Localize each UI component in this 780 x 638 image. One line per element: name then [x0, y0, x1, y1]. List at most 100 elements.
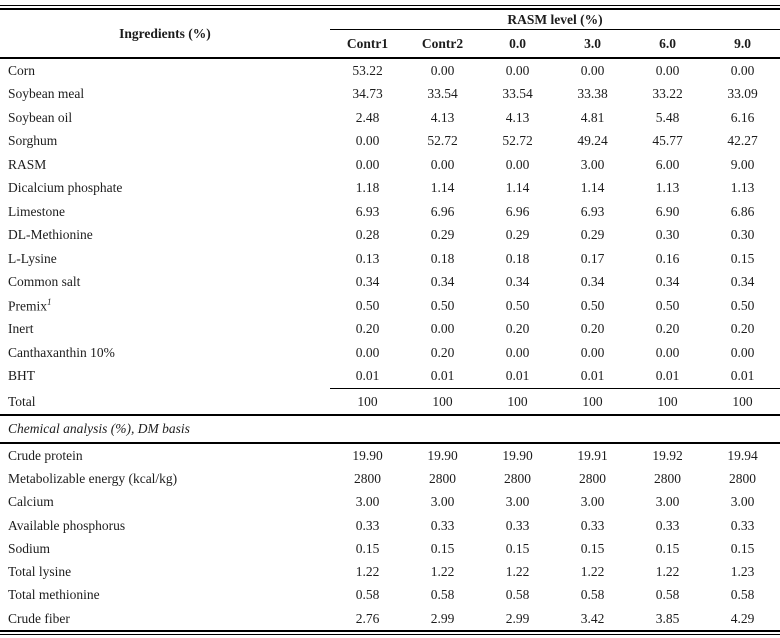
cell-value: 33.38	[577, 86, 608, 102]
ingredient-label: Soybean oil	[8, 109, 73, 125]
cell-value: 0.15	[730, 250, 755, 266]
ingredient-label: RASM	[8, 156, 47, 172]
cell-value: 49.24	[577, 133, 608, 149]
cell-value: 0.00	[430, 321, 455, 337]
row-values: 34.73 33.54 33.54 33.38 33.22 33.09	[330, 83, 780, 107]
table-row: Calcium 3.00 3.00 3.00 3.00 3.00 3.00	[0, 491, 780, 514]
row-values: 0.58 0.58 0.58 0.58 0.58 0.58	[330, 584, 780, 607]
cell-value: 33.54	[502, 86, 533, 102]
table-row: Limestone 6.93 6.96 6.96 6.93 6.90 6.86	[0, 200, 780, 224]
row-values: 2.76 2.99 2.99 3.42 3.85 4.29	[330, 607, 780, 630]
cell-value: 0.00	[730, 62, 755, 78]
cell-value: 1.14	[580, 180, 605, 196]
analysis-label: Metabolizable energy (kcal/kg)	[8, 470, 178, 486]
table-row: Inert 0.20 0.00 0.20 0.20 0.20 0.20	[0, 318, 780, 342]
row-values: 0.13 0.18 0.18 0.17 0.16 0.15	[330, 247, 780, 271]
sub-header-row: Contr1 Contr2 0.0 3.0 6.0 9.0	[330, 30, 780, 57]
cell-value: 0.20	[355, 321, 380, 337]
analysis-label: Crude protein	[8, 447, 83, 463]
cell-value: 0.50	[730, 297, 755, 313]
table-row: Dicalcium phosphate 1.18 1.14 1.14 1.14 …	[0, 177, 780, 201]
ingredient-label: L-Lysine	[8, 250, 57, 266]
ingredient-label: Limestone	[8, 203, 65, 219]
ingredient-label: Canthaxanthin 10%	[8, 344, 115, 360]
cell-value: 19.91	[577, 447, 608, 463]
row-values: 0.00 0.00 0.00 3.00 6.00 9.00	[330, 153, 780, 177]
cell-value: 4.81	[580, 109, 605, 125]
cell-value: 42.27	[727, 133, 758, 149]
cell-value: 6.93	[355, 203, 380, 219]
bottom-rule-thick	[0, 630, 780, 633]
ingredient-label: DL-Methionine	[8, 227, 93, 243]
cell-value: 5.48	[655, 109, 680, 125]
cell-value: 0.01	[655, 368, 680, 384]
cell-value: 100	[432, 393, 453, 409]
cell-value: 0.00	[430, 62, 455, 78]
cell-value: 0.33	[730, 517, 755, 533]
cell-value: 2800	[354, 470, 381, 486]
cell-value: 0.29	[430, 227, 455, 243]
cell-value: 3.42	[580, 610, 605, 626]
cell-value: 0.58	[730, 587, 755, 603]
cell-value: 0.34	[430, 274, 455, 290]
cell-value: 6.96	[505, 203, 530, 219]
table-row: BHT 0.01 0.01 0.01 0.01 0.01 0.01	[0, 365, 780, 389]
table-row: Common salt 0.34 0.34 0.34 0.34 0.34 0.3…	[0, 271, 780, 295]
cell-value: 4.29	[730, 610, 755, 626]
row-values: 0.20 0.00 0.20 0.20 0.20 0.20	[330, 318, 780, 342]
cell-value: 1.22	[355, 564, 380, 580]
cell-value: 3.00	[580, 156, 605, 172]
cell-value: 4.13	[505, 109, 530, 125]
cell-value: 0.20	[730, 321, 755, 337]
cell-value: 100	[582, 393, 603, 409]
cell-value: 6.93	[580, 203, 605, 219]
cell-value: 3.00	[430, 494, 455, 510]
section-header-row: Chemical analysis (%), DM basis	[0, 416, 780, 442]
total-label: Total	[8, 393, 36, 409]
cell-value: 1.13	[730, 180, 755, 196]
pre-total-partial-rule	[330, 388, 780, 389]
ingredient-label: Common salt	[8, 274, 81, 290]
row-values: 0.34 0.34 0.34 0.34 0.34 0.34	[330, 271, 780, 295]
row-values: 0.00 52.72 52.72 49.24 45.77 42.27	[330, 130, 780, 154]
cell-value: 0.00	[730, 344, 755, 360]
cell-value: 2.99	[430, 610, 455, 626]
ingredients-column-header: Ingredients (%)	[119, 25, 211, 41]
row-values: 0.00 0.20 0.00 0.00 0.00 0.00	[330, 341, 780, 365]
cell-value: 0.00	[505, 344, 530, 360]
table-row: Premix1 0.50 0.50 0.50 0.50 0.50 0.50	[0, 294, 780, 318]
cell-value: 0.00	[505, 156, 530, 172]
cell-value: 0.33	[505, 517, 530, 533]
ingredient-label: Sorghum	[8, 133, 58, 149]
cell-value: 52.72	[427, 133, 458, 149]
cell-value: 0.29	[505, 227, 530, 243]
table-row: Sorghum 0.00 52.72 52.72 49.24 45.77 42.…	[0, 130, 780, 154]
table-row: Soybean meal 34.73 33.54 33.54 33.38 33.…	[0, 83, 780, 107]
cell-value: 33.54	[427, 86, 458, 102]
cell-value: 0.18	[505, 250, 530, 266]
cell-value: 19.92	[652, 447, 683, 463]
analysis-label: Crude fiber	[8, 610, 70, 626]
cell-value: 52.72	[502, 133, 533, 149]
cell-value: 0.00	[580, 62, 605, 78]
ingredient-label: Corn	[8, 62, 35, 78]
cell-value: 0.50	[505, 297, 530, 313]
cell-value: 0.58	[580, 587, 605, 603]
cell-value: 19.94	[727, 447, 758, 463]
row-values: 3.00 3.00 3.00 3.00 3.00 3.00	[330, 491, 780, 514]
cell-value: 0.58	[355, 587, 380, 603]
cell-value: 2800	[729, 470, 756, 486]
cell-value: 0.33	[355, 517, 380, 533]
cell-value: 0.28	[355, 227, 380, 243]
cell-value: 2.99	[505, 610, 530, 626]
table-row: Crude protein 19.90 19.90 19.90 19.91 19…	[0, 444, 780, 467]
cell-value: 2.48	[355, 109, 380, 125]
cell-value: 0.18	[430, 250, 455, 266]
cell-value: 0.00	[355, 133, 380, 149]
ingredient-label: Dicalcium phosphate	[8, 180, 123, 196]
cell-value: 0.50	[430, 297, 455, 313]
cell-value: 0.50	[655, 297, 680, 313]
cell-value: 0.34	[505, 274, 530, 290]
cell-value: 0.00	[355, 156, 380, 172]
